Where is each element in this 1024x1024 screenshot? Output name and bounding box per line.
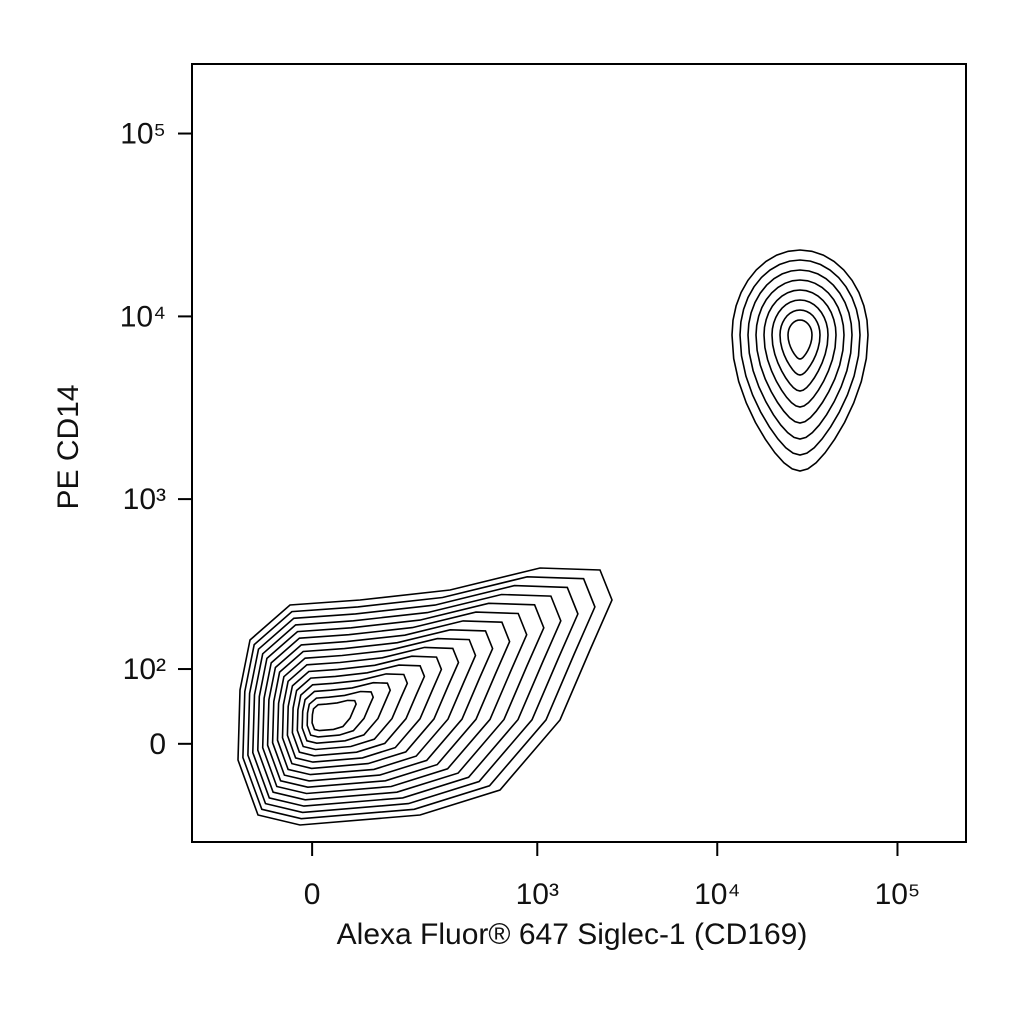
contour-line <box>301 681 392 745</box>
contour-line <box>237 567 613 826</box>
contour-line <box>286 655 443 763</box>
y-tick-label: 10² <box>123 653 166 686</box>
contour-line <box>747 269 853 440</box>
contour-line <box>787 319 813 360</box>
contour-line <box>251 593 562 807</box>
contour-line <box>271 628 494 782</box>
y-tick-label: 10⁵ <box>120 118 166 151</box>
contour-line <box>242 575 596 820</box>
contour-line <box>311 699 357 732</box>
contour-line <box>731 249 869 472</box>
contour-line <box>771 299 829 392</box>
contour-line <box>739 259 861 456</box>
contours <box>237 249 869 826</box>
y-axis-title: PE CD14 <box>52 384 85 509</box>
x-axis-title: Alexa Fluor® 647 Siglec-1 (CD169) <box>337 918 808 951</box>
contour-line <box>256 602 545 801</box>
x-tick-label: 0 <box>304 878 321 911</box>
y-tick-label: 10⁴ <box>120 300 166 333</box>
contour-line <box>276 637 477 776</box>
contour-line <box>779 309 821 376</box>
y-tick-label: 10³ <box>123 483 166 516</box>
plot-frame <box>191 63 967 843</box>
contour-line <box>261 611 528 795</box>
contour-line <box>763 289 837 408</box>
x-tick-label: 10⁵ <box>875 878 921 911</box>
x-tick-label: 10⁴ <box>694 878 740 911</box>
contour-line <box>281 646 460 770</box>
x-tick-label: 10³ <box>516 878 559 911</box>
contour-line <box>266 620 511 789</box>
contour-line <box>247 584 579 814</box>
contour-line <box>296 673 409 751</box>
contour-line <box>306 690 375 738</box>
contour-line <box>291 664 426 757</box>
contour-line <box>755 279 845 424</box>
y-tick-label: 0 <box>149 728 166 761</box>
